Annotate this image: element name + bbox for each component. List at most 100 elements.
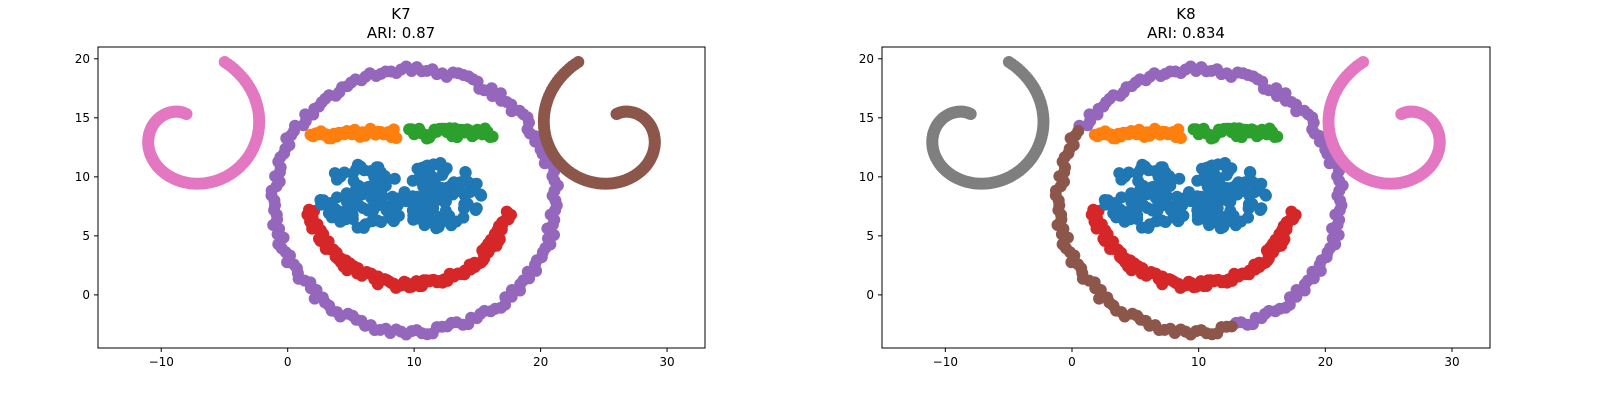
scatter-point <box>1129 209 1142 222</box>
y-tick-label: 15 <box>859 111 874 125</box>
scatter-point <box>331 191 343 204</box>
x-tick-label: 0 <box>284 355 292 369</box>
scatter-point <box>398 186 411 199</box>
scatter-point <box>1115 191 1128 204</box>
scatter-point <box>1206 159 1219 172</box>
scatter-point <box>1002 56 1015 68</box>
scatter-point <box>1143 218 1156 231</box>
y-tick-label: 20 <box>75 52 90 66</box>
chart-title: K8 <box>1176 5 1195 23</box>
scatter-point <box>1108 203 1121 216</box>
scatter-point <box>423 211 436 224</box>
x-tick-label: 20 <box>533 355 548 369</box>
scatter-point <box>334 215 347 228</box>
chart-panel-k8: K8 ARI: 0.834 −10 0 10 20 30 0 5 10 15 20 <box>859 5 1491 369</box>
scatter-point <box>1245 175 1258 188</box>
scatter-point <box>1225 320 1238 333</box>
scatter-point <box>475 189 488 202</box>
scatter-point <box>1183 186 1195 199</box>
y-tick-label: 10 <box>859 170 874 184</box>
scatter-point <box>1203 180 1216 193</box>
scatter-point <box>1214 194 1226 207</box>
scatter-point <box>430 222 443 235</box>
scatter-point <box>1126 189 1139 202</box>
scatter-point <box>317 194 330 207</box>
y-tick-label: 5 <box>82 229 90 243</box>
scatter-point <box>1173 172 1186 185</box>
scatter-point <box>385 207 398 219</box>
scatter-point <box>1243 166 1256 178</box>
scatter-point <box>1221 182 1234 195</box>
y-tick-label: 5 <box>866 229 874 243</box>
scatter-point <box>1259 189 1272 202</box>
scatter-point <box>351 181 363 194</box>
scatter-point <box>470 202 483 215</box>
scatter-point <box>437 182 450 195</box>
scatter-point <box>421 159 434 172</box>
scatter-point <box>1139 160 1151 173</box>
scatter-point <box>361 204 374 217</box>
scatter-point <box>1242 211 1254 224</box>
scatter-point <box>1174 132 1187 144</box>
scatter-point <box>390 132 403 144</box>
scatter-point <box>341 189 354 202</box>
scatter-point <box>439 207 452 220</box>
scatter-point <box>1191 174 1204 187</box>
scatter-point <box>1224 195 1237 208</box>
scatter-point <box>1101 194 1114 207</box>
scatter-point <box>1285 205 1298 218</box>
x-tick-label: 10 <box>1191 355 1206 369</box>
plot-area: −10 0 10 20 30 0 5 10 15 20 <box>75 46 706 369</box>
x-tick-label: 30 <box>659 355 674 369</box>
y-tick-label: 10 <box>75 170 90 184</box>
scatter-point <box>359 218 372 231</box>
scatter-point <box>1209 169 1222 182</box>
scatter-point <box>1271 130 1284 143</box>
scatter-point <box>1118 215 1131 228</box>
x-tick-label: −10 <box>933 355 958 369</box>
scatter-point <box>429 194 442 207</box>
scatter-point <box>1146 204 1159 217</box>
x-tick-label: −10 <box>149 355 174 369</box>
scatter-point <box>1249 185 1262 197</box>
scatter-point <box>464 185 477 197</box>
scatter-point <box>486 130 499 143</box>
scatter-point <box>572 56 585 68</box>
scatter-point <box>1224 207 1236 220</box>
axes-frame <box>97 46 706 349</box>
scatter-point <box>461 197 474 210</box>
scatter-point <box>345 209 358 222</box>
scatter-point <box>218 56 231 68</box>
scatter-point <box>441 320 454 333</box>
chart-title: K7 <box>391 5 410 23</box>
scatter-point <box>439 195 452 208</box>
scatter-point <box>550 199 563 212</box>
scatter-point <box>1335 199 1348 212</box>
scatter-point <box>412 212 425 225</box>
scatter-point <box>1357 56 1370 68</box>
scatter-point <box>453 185 466 197</box>
scatter-point <box>500 205 513 218</box>
scatter-point <box>370 175 383 188</box>
scatter-point <box>1135 181 1148 194</box>
scatter-point <box>1220 169 1233 181</box>
scatter-point <box>459 166 472 178</box>
chart-subtitle: ARI: 0.87 <box>367 24 435 42</box>
points-layer <box>142 56 661 341</box>
y-tick-label: 0 <box>866 288 874 302</box>
scatter-point <box>1246 197 1259 210</box>
points-layer <box>926 56 1446 341</box>
scatter-point <box>460 175 473 188</box>
scatter-point <box>418 180 431 193</box>
x-tick-label: 20 <box>1318 355 1333 369</box>
scatter-point <box>324 203 337 216</box>
y-tick-label: 0 <box>82 288 90 302</box>
plot-area: −10 0 10 20 30 0 5 10 15 20 <box>859 46 1491 369</box>
scatter-point <box>436 169 449 181</box>
scatter-point <box>1154 175 1167 188</box>
x-tick-label: 10 <box>407 355 422 369</box>
chart-subtitle: ARI: 0.834 <box>1147 24 1225 42</box>
scatter-point <box>1214 222 1227 235</box>
y-tick-label: 15 <box>75 111 90 125</box>
